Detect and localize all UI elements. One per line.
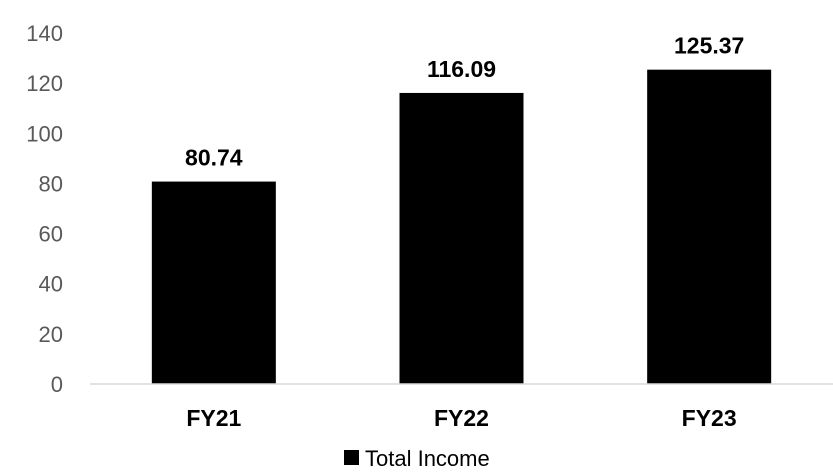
data-label-fy23: 125.37 xyxy=(674,33,744,59)
data-label-fy22: 116.09 xyxy=(427,56,496,82)
x-category-label-fy21: FY21 xyxy=(186,405,241,431)
y-tick-label: 100 xyxy=(26,121,63,146)
y-tick-label: 0 xyxy=(51,372,63,397)
x-category-label-fy23: FY23 xyxy=(682,405,737,431)
data-labels: 80.74 116.09 125.37 xyxy=(185,33,744,171)
bar-fy23 xyxy=(647,69,772,384)
y-axis-tick-labels: 0 20 40 60 80 100 120 140 xyxy=(26,21,63,397)
y-tick-label: 20 xyxy=(39,322,63,347)
y-tick-label: 80 xyxy=(39,171,63,196)
y-tick-label: 140 xyxy=(26,21,63,46)
y-tick-label: 120 xyxy=(26,71,63,96)
data-label-fy21: 80.74 xyxy=(185,145,243,171)
y-tick-label: 40 xyxy=(39,272,63,297)
legend-label-total-income: Total Income xyxy=(365,446,490,471)
legend-swatch-total-income xyxy=(344,450,359,465)
x-category-label-fy22: FY22 xyxy=(434,405,489,431)
bar-fy22 xyxy=(399,92,524,384)
y-tick-label: 60 xyxy=(39,222,63,247)
bars xyxy=(151,69,772,384)
bar-fy21 xyxy=(151,181,276,384)
legend: Total Income xyxy=(344,446,490,471)
x-axis-category-labels: FY21 FY22 FY23 xyxy=(186,405,736,431)
